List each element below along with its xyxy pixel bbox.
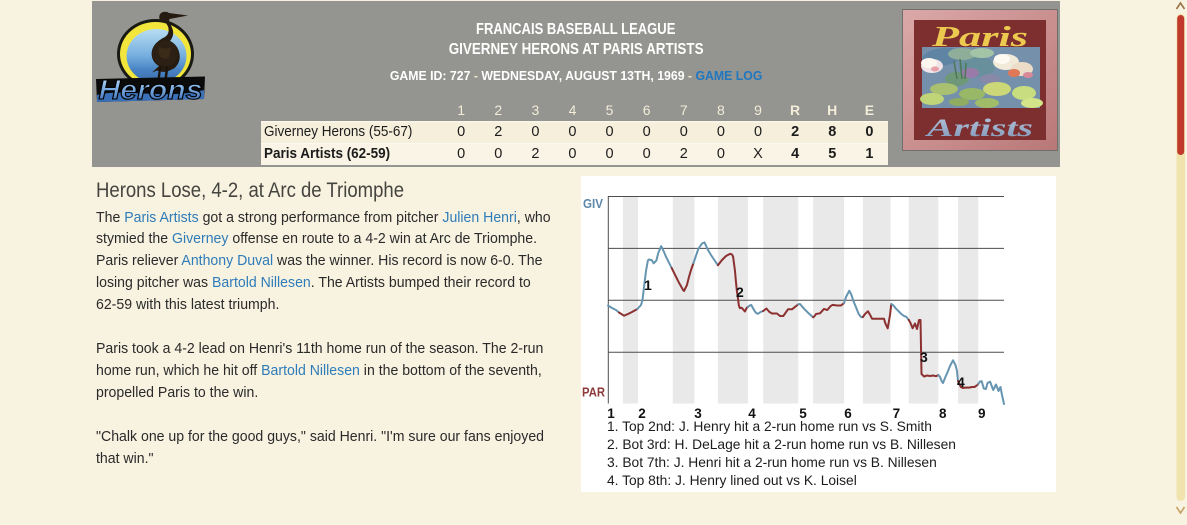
svg-text:PAR: PAR [582, 386, 605, 400]
svg-text:3: 3 [694, 406, 702, 421]
svg-text:2: 2 [736, 284, 744, 300]
svg-text:1: 1 [644, 277, 652, 293]
svg-text:GIV: GIV [583, 197, 604, 211]
svg-text:Paris: Paris [930, 22, 1028, 53]
svg-text:Artists: Artists [924, 115, 1033, 142]
svg-text:8: 8 [939, 406, 947, 421]
svg-text:7: 7 [893, 406, 901, 421]
svg-text:6: 6 [844, 406, 852, 421]
svg-text:2: 2 [638, 406, 646, 421]
svg-text:4: 4 [748, 406, 756, 421]
svg-text:9: 9 [978, 406, 986, 421]
svg-text:1: 1 [607, 406, 615, 421]
svg-text:3: 3 [920, 349, 928, 365]
svg-text:5: 5 [799, 406, 807, 421]
svg-text:4: 4 [957, 374, 965, 390]
svg-text:Herons: Herons [99, 74, 203, 105]
